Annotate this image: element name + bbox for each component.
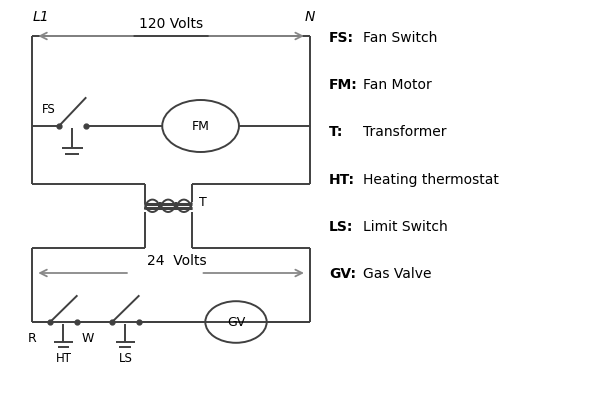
Text: FM: FM xyxy=(192,120,209,132)
Text: Limit Switch: Limit Switch xyxy=(363,220,448,234)
Text: FS: FS xyxy=(42,103,56,116)
Text: LS:: LS: xyxy=(329,220,353,234)
Text: GV:: GV: xyxy=(329,267,356,281)
Text: Transformer: Transformer xyxy=(363,125,447,139)
Text: 120 Volts: 120 Volts xyxy=(139,17,203,31)
Text: 24  Volts: 24 Volts xyxy=(147,254,207,268)
Text: HT:: HT: xyxy=(329,173,355,186)
Text: R: R xyxy=(28,332,37,345)
Text: T: T xyxy=(199,196,206,208)
Text: Gas Valve: Gas Valve xyxy=(363,267,431,281)
Text: N: N xyxy=(304,10,315,24)
Text: W: W xyxy=(81,332,94,345)
Text: L1: L1 xyxy=(32,10,49,24)
Text: FM:: FM: xyxy=(329,78,358,92)
Text: Fan Motor: Fan Motor xyxy=(363,78,432,92)
Text: LS: LS xyxy=(119,352,132,365)
Text: T:: T: xyxy=(329,125,343,139)
Text: FS:: FS: xyxy=(329,31,354,45)
Text: Fan Switch: Fan Switch xyxy=(363,31,437,45)
Text: GV: GV xyxy=(227,316,245,328)
Text: Heating thermostat: Heating thermostat xyxy=(363,173,499,186)
Text: HT: HT xyxy=(55,352,71,365)
